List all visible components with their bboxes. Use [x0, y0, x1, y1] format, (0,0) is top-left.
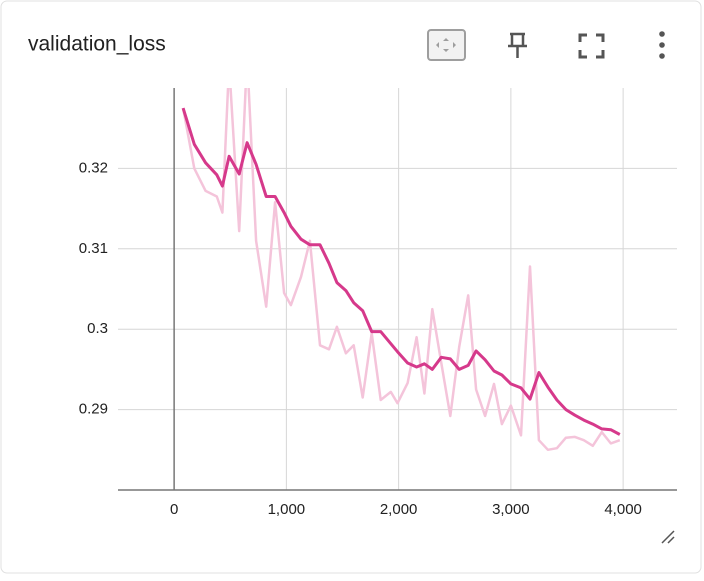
fit-button[interactable]	[427, 29, 466, 61]
x-tick-label: 0	[170, 501, 178, 518]
pin-button[interactable]	[508, 32, 527, 58]
x-tick-label: 3,000	[492, 501, 530, 518]
x-tick-label: 2,000	[380, 501, 418, 518]
y-tick-label: 0.31	[79, 240, 108, 257]
series-line	[181, 107, 621, 436]
fullscreen-button[interactable]	[578, 33, 605, 59]
chart-title: validation_loss	[28, 33, 166, 56]
x-tick-label: 1,000	[268, 501, 306, 518]
resize-handle[interactable]	[661, 530, 675, 544]
series-line	[181, 88, 621, 452]
y-tick-label: 0.32	[79, 159, 108, 176]
y-tick-label: 0.29	[79, 401, 108, 418]
y-tick-label: 0.3	[87, 320, 108, 337]
more-button[interactable]	[659, 31, 665, 59]
x-tick-label: 4,000	[604, 501, 642, 518]
